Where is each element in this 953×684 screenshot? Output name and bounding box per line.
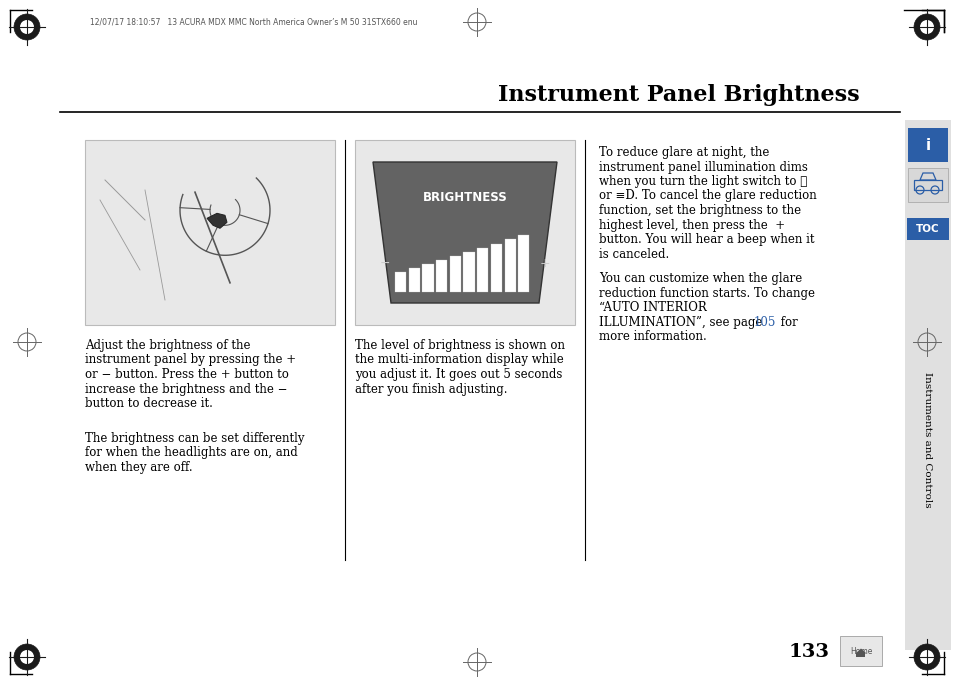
Circle shape — [20, 650, 34, 664]
Circle shape — [919, 650, 933, 664]
Bar — [395, 272, 406, 291]
Text: or − button. Press the + button to: or − button. Press the + button to — [85, 368, 289, 381]
Bar — [906, 218, 948, 240]
Bar — [85, 140, 335, 325]
Text: Instrument Panel Brightness: Instrument Panel Brightness — [497, 84, 859, 106]
Text: You can customize when the glare: You can customize when the glare — [598, 272, 801, 285]
Text: 105: 105 — [753, 315, 776, 328]
Bar — [517, 235, 529, 291]
Circle shape — [913, 644, 939, 670]
Bar — [840, 636, 882, 666]
Text: for: for — [776, 315, 797, 328]
Bar — [463, 252, 475, 291]
Bar — [491, 244, 501, 291]
Text: for when the headlights are on, and: for when the headlights are on, and — [85, 446, 297, 459]
Circle shape — [14, 14, 40, 40]
Text: The level of brightness is shown on: The level of brightness is shown on — [355, 339, 564, 352]
Polygon shape — [373, 162, 557, 303]
Bar — [449, 256, 460, 291]
Circle shape — [14, 644, 40, 670]
Text: Instruments and Controls: Instruments and Controls — [923, 372, 931, 508]
Text: The brightness can be set differently: The brightness can be set differently — [85, 432, 304, 445]
Bar — [436, 260, 447, 291]
Bar — [422, 264, 434, 291]
Text: To reduce glare at night, the: To reduce glare at night, the — [598, 146, 768, 159]
Text: +: + — [539, 257, 550, 270]
Text: or ≡D. To cancel the glare reduction: or ≡D. To cancel the glare reduction — [598, 189, 816, 202]
Text: instrument panel illumination dims: instrument panel illumination dims — [598, 161, 807, 174]
Text: “AUTO INTERIOR: “AUTO INTERIOR — [598, 301, 706, 314]
Text: BRIGHTNESS: BRIGHTNESS — [422, 191, 507, 204]
Text: function, set the brightness to the: function, set the brightness to the — [598, 204, 801, 217]
Bar — [856, 653, 864, 657]
Bar — [904, 120, 950, 650]
Bar — [476, 248, 488, 291]
Bar — [355, 140, 575, 325]
Text: i: i — [924, 137, 929, 153]
Text: Home: Home — [849, 646, 871, 655]
Text: TOC: TOC — [915, 224, 939, 234]
Bar — [913, 180, 941, 190]
Bar — [504, 239, 516, 291]
Text: the multi-information display while: the multi-information display while — [355, 354, 563, 367]
Text: increase the brightness and the −: increase the brightness and the − — [85, 382, 287, 395]
Text: 133: 133 — [788, 643, 829, 661]
Bar — [907, 128, 947, 162]
Text: you adjust it. It goes out 5 seconds: you adjust it. It goes out 5 seconds — [355, 368, 561, 381]
Text: button. You will hear a beep when it: button. You will hear a beep when it — [598, 233, 814, 246]
Bar — [408, 268, 419, 291]
Text: Adjust the brightness of the: Adjust the brightness of the — [85, 339, 251, 352]
Text: after you finish adjusting.: after you finish adjusting. — [355, 382, 507, 395]
Text: 12/07/17 18:10:57   13 ACURA MDX MMC North America Owner’s M 50 31STX660 enu: 12/07/17 18:10:57 13 ACURA MDX MMC North… — [90, 18, 417, 27]
Bar — [907, 168, 947, 202]
Text: when you turn the light switch to ヸ: when you turn the light switch to ヸ — [598, 175, 806, 188]
Text: more information.: more information. — [598, 330, 706, 343]
Circle shape — [20, 20, 34, 34]
Text: reduction function starts. To change: reduction function starts. To change — [598, 287, 814, 300]
Text: −: − — [379, 257, 390, 270]
Text: ILLUMINATION”, see page: ILLUMINATION”, see page — [598, 315, 765, 328]
Text: instrument panel by pressing the +: instrument panel by pressing the + — [85, 354, 295, 367]
Polygon shape — [207, 213, 227, 228]
Text: when they are off.: when they are off. — [85, 461, 193, 474]
Text: button to decrease it.: button to decrease it. — [85, 397, 213, 410]
Circle shape — [913, 14, 939, 40]
Text: highest level, then press the  +: highest level, then press the + — [598, 218, 784, 231]
Circle shape — [919, 20, 933, 34]
Text: is canceled.: is canceled. — [598, 248, 669, 261]
Polygon shape — [855, 648, 865, 653]
